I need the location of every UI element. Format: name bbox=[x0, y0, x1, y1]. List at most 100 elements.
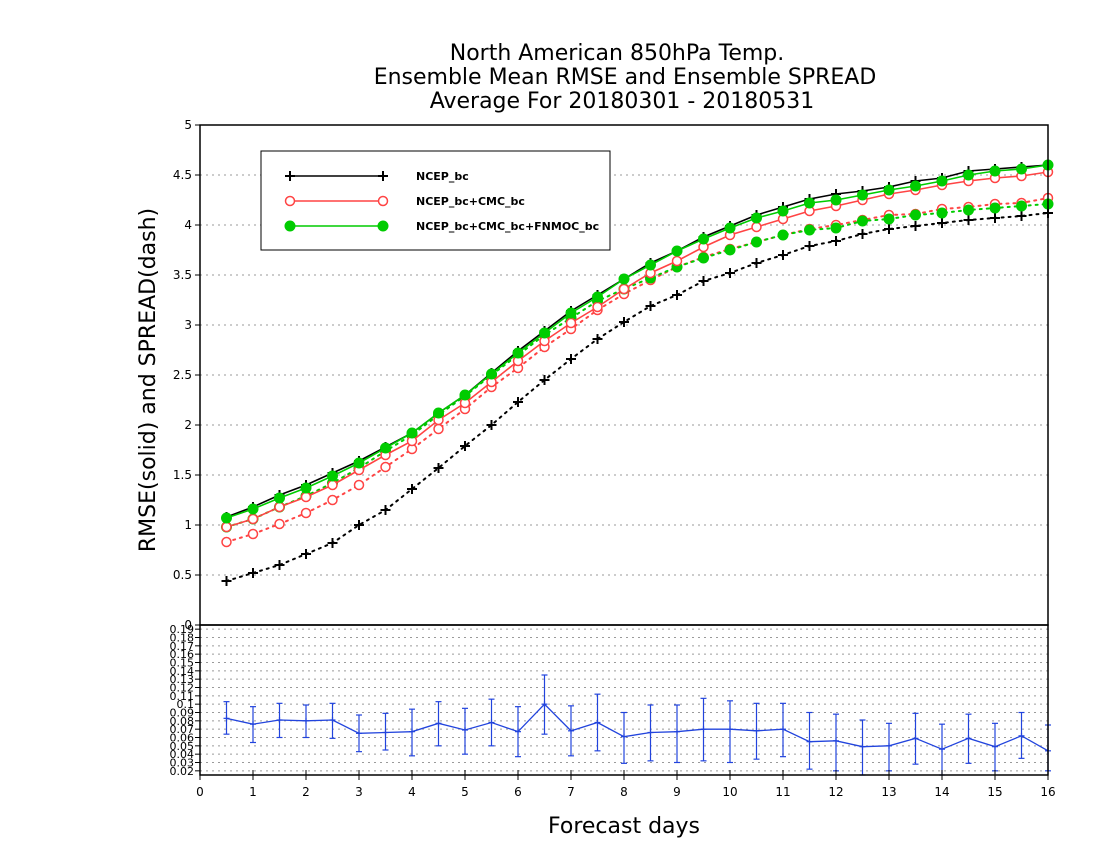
difference-point bbox=[1018, 732, 1025, 739]
series-2-spread-point bbox=[936, 207, 948, 219]
difference-point bbox=[753, 727, 760, 734]
difference-point bbox=[833, 737, 839, 744]
series-0-spread-point bbox=[725, 268, 735, 278]
series-0-spread-point bbox=[513, 397, 523, 407]
series-2-spread-point bbox=[883, 213, 895, 225]
chart-title-line-1: North American 850hPa Temp. bbox=[450, 41, 785, 66]
legend-label-2: NCEP_bc+CMC_bc+FNMOC_bc bbox=[416, 220, 599, 233]
series-0-spread-point bbox=[1016, 211, 1027, 221]
legend-marker-2-b bbox=[377, 220, 389, 232]
legend: NCEP_bc NCEP_bc+CMC_bc NCEP_bc+CMC_bc+FNMO… bbox=[260, 150, 611, 251]
series-0-spread-point bbox=[301, 549, 311, 559]
series-2-rmse-point bbox=[671, 245, 683, 257]
y-tick-label: 2.5 bbox=[173, 368, 192, 382]
y-tick-label: 0.5 bbox=[173, 568, 192, 582]
series-0-spread-point bbox=[592, 334, 603, 344]
difference-point bbox=[382, 729, 389, 736]
series-2-rmse-point bbox=[486, 368, 497, 380]
series-0-spread-point bbox=[539, 375, 550, 385]
sub-y-tick-label: 0.11 bbox=[170, 690, 195, 703]
difference-plot-series bbox=[223, 674, 1051, 776]
series-0-spread-point bbox=[380, 505, 391, 515]
sub-y-tick-label: 0.1 bbox=[177, 698, 195, 711]
difference-point bbox=[594, 719, 601, 726]
series-2-rmse-point bbox=[645, 259, 656, 271]
series-2-rmse-point bbox=[592, 291, 603, 303]
difference-point bbox=[515, 728, 521, 735]
series-0-spread-point bbox=[619, 317, 629, 327]
difference-point bbox=[806, 738, 813, 745]
sub-y-tick-label: 0.14 bbox=[170, 665, 195, 678]
series-2-rmse-point bbox=[380, 442, 391, 454]
x-tick-label: 6 bbox=[514, 785, 522, 799]
series-1-spread-point bbox=[274, 518, 285, 530]
series-2-rmse-point bbox=[804, 197, 815, 209]
series-1-spread-point bbox=[221, 536, 232, 548]
series-0-spread-point bbox=[990, 213, 1000, 223]
series-2-spread-point bbox=[751, 236, 762, 248]
legend-marker-1-a bbox=[284, 195, 296, 207]
series-2-spread-point bbox=[804, 224, 815, 236]
x-tick-label: 9 bbox=[673, 785, 681, 799]
series-0-spread-point bbox=[645, 301, 656, 311]
series-2-rmse-point bbox=[512, 347, 524, 359]
legend-label-1: NCEP_bc+CMC_bc bbox=[416, 195, 525, 208]
legend-label-0: NCEP_bc bbox=[416, 170, 469, 183]
difference-point bbox=[356, 730, 362, 737]
difference-point bbox=[965, 735, 972, 742]
sub-y-tick-label: 0.08 bbox=[170, 715, 195, 728]
y-tick-label: 3 bbox=[184, 318, 192, 332]
series-1-rmse-point bbox=[751, 221, 762, 233]
difference-point bbox=[700, 726, 707, 733]
difference-point bbox=[886, 742, 892, 749]
x-tick-label: 3 bbox=[355, 785, 363, 799]
sub-y-tick-label: 0.09 bbox=[170, 707, 195, 720]
series-2-rmse-point bbox=[300, 482, 312, 494]
series-1-rmse-point bbox=[327, 479, 338, 491]
difference-point bbox=[435, 720, 442, 727]
x-tick-label: 7 bbox=[567, 785, 575, 799]
series-2-rmse-point bbox=[698, 233, 709, 245]
series-2-rmse-point bbox=[777, 205, 789, 217]
y-tick-label: 0 bbox=[184, 618, 192, 632]
y-tick-label: 1 bbox=[184, 518, 192, 532]
series-1-rmse-point bbox=[565, 317, 577, 329]
series-2-spread-point bbox=[830, 222, 842, 234]
legend-marker-0-b bbox=[378, 171, 388, 181]
difference-point bbox=[992, 743, 998, 750]
legend-marker-2-a bbox=[284, 220, 296, 232]
x-axis-label: Forecast days bbox=[548, 814, 700, 839]
difference-point bbox=[621, 733, 627, 740]
series-0-spread-point bbox=[804, 241, 815, 251]
difference-point bbox=[780, 726, 786, 733]
x-tick-label: 14 bbox=[934, 785, 949, 799]
series-2-spread-point bbox=[777, 229, 789, 241]
series-0-spread-point bbox=[327, 538, 338, 548]
series-1-rmse-point bbox=[221, 521, 232, 533]
series-2-rmse-point bbox=[274, 492, 285, 504]
series-2-rmse-point bbox=[406, 427, 418, 439]
sub-y-tick-label: 0.13 bbox=[170, 673, 195, 686]
series-2-rmse-point bbox=[857, 189, 868, 201]
series-2-rmse-point bbox=[830, 194, 842, 206]
difference-point bbox=[223, 715, 230, 722]
y-tick-label: 5 bbox=[184, 118, 192, 132]
series-1-spread-point bbox=[353, 479, 365, 491]
sub-y-tick-label: 0.03 bbox=[170, 757, 195, 770]
series-2-rmse-point bbox=[539, 327, 550, 339]
difference-point bbox=[276, 717, 283, 723]
x-tick-label: 0 bbox=[196, 785, 204, 799]
series-2-rmse-point bbox=[751, 212, 762, 224]
x-tick-label: 8 bbox=[620, 785, 628, 799]
series-0-spread-point bbox=[937, 218, 947, 228]
series-0-spread-point bbox=[751, 258, 762, 268]
sub-y-tick-label: 0.15 bbox=[170, 657, 195, 670]
series-2-rmse-point bbox=[247, 503, 259, 515]
sub-y-tick-label: 0.05 bbox=[170, 740, 195, 753]
series-0-spread-point bbox=[831, 236, 841, 246]
x-tick-label: 13 bbox=[881, 785, 896, 799]
difference-point bbox=[462, 727, 468, 733]
x-tick-label: 12 bbox=[828, 785, 843, 799]
series-0-spread-point bbox=[963, 215, 974, 225]
x-tick-label: 10 bbox=[722, 785, 737, 799]
